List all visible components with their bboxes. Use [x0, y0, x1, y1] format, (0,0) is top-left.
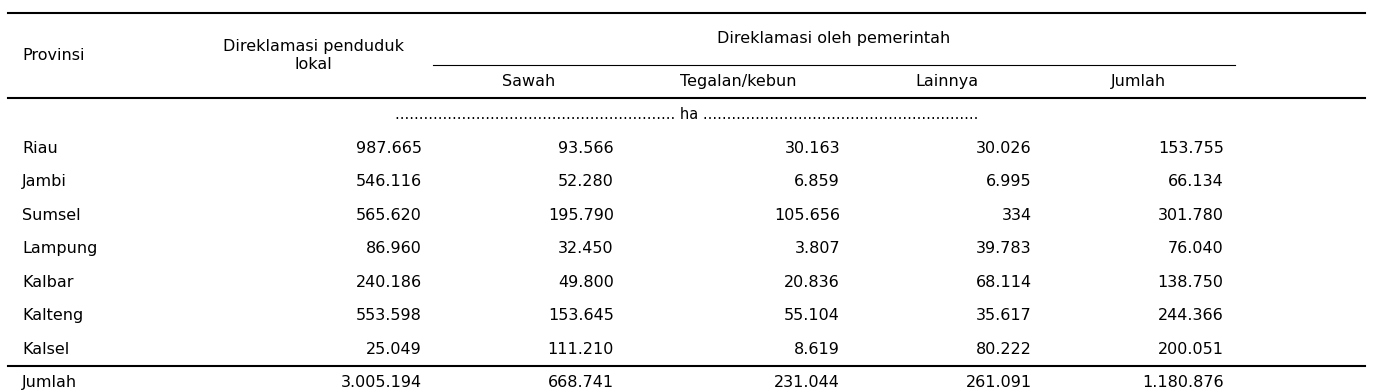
Text: 668.741: 668.741 [548, 376, 614, 390]
Text: Sumsel: Sumsel [22, 208, 81, 223]
Text: Direklamasi oleh pemerintah: Direklamasi oleh pemerintah [717, 31, 950, 46]
Text: 987.665: 987.665 [356, 141, 422, 156]
Text: Direklamasi penduduk
lokal: Direklamasi penduduk lokal [222, 39, 404, 72]
Text: Kalsel: Kalsel [22, 342, 69, 357]
Text: 138.750: 138.750 [1157, 275, 1223, 290]
Text: 32.450: 32.450 [559, 241, 614, 256]
Text: Sawah: Sawah [503, 74, 556, 89]
Text: 93.566: 93.566 [559, 141, 614, 156]
Text: 240.186: 240.186 [356, 275, 422, 290]
Text: 39.783: 39.783 [976, 241, 1031, 256]
Text: Riau: Riau [22, 141, 58, 156]
Text: 195.790: 195.790 [548, 208, 614, 223]
Text: 30.163: 30.163 [784, 141, 840, 156]
Text: ........................................................... ha .................: ........................................… [395, 107, 978, 122]
Text: 55.104: 55.104 [784, 308, 840, 323]
Text: 20.836: 20.836 [784, 275, 840, 290]
Text: 261.091: 261.091 [965, 376, 1031, 390]
Text: Jambi: Jambi [22, 174, 67, 190]
Text: 301.780: 301.780 [1157, 208, 1223, 223]
Text: 244.366: 244.366 [1157, 308, 1223, 323]
Text: 553.598: 553.598 [356, 308, 422, 323]
Text: 105.656: 105.656 [774, 208, 840, 223]
Text: 200.051: 200.051 [1157, 342, 1223, 357]
Text: 52.280: 52.280 [557, 174, 614, 190]
Text: Jumlah: Jumlah [22, 376, 77, 390]
Text: 546.116: 546.116 [356, 174, 422, 190]
Text: Provinsi: Provinsi [22, 48, 85, 63]
Text: 6.995: 6.995 [986, 174, 1031, 190]
Text: 6.859: 6.859 [794, 174, 840, 190]
Text: 3.005.194: 3.005.194 [341, 376, 422, 390]
Text: 111.210: 111.210 [548, 342, 614, 357]
Text: 1.180.876: 1.180.876 [1142, 376, 1223, 390]
Text: 334: 334 [1002, 208, 1031, 223]
Text: Kalteng: Kalteng [22, 308, 84, 323]
Text: 86.960: 86.960 [367, 241, 422, 256]
Text: Tegalan/kebun: Tegalan/kebun [680, 74, 796, 89]
Text: 66.134: 66.134 [1168, 174, 1223, 190]
Text: Kalbar: Kalbar [22, 275, 73, 290]
Text: 231.044: 231.044 [774, 376, 840, 390]
Text: 25.049: 25.049 [367, 342, 422, 357]
Text: Lampung: Lampung [22, 241, 97, 256]
Text: 565.620: 565.620 [356, 208, 422, 223]
Text: 3.807: 3.807 [795, 241, 840, 256]
Text: Jumlah: Jumlah [1111, 74, 1166, 89]
Text: 49.800: 49.800 [557, 275, 614, 290]
Text: 76.040: 76.040 [1168, 241, 1223, 256]
Text: 153.755: 153.755 [1157, 141, 1223, 156]
Text: 68.114: 68.114 [976, 275, 1031, 290]
Text: 80.222: 80.222 [976, 342, 1031, 357]
Text: Lainnya: Lainnya [916, 74, 979, 89]
Text: 8.619: 8.619 [794, 342, 840, 357]
Text: 30.026: 30.026 [976, 141, 1031, 156]
Text: 153.645: 153.645 [548, 308, 614, 323]
Text: 35.617: 35.617 [976, 308, 1031, 323]
